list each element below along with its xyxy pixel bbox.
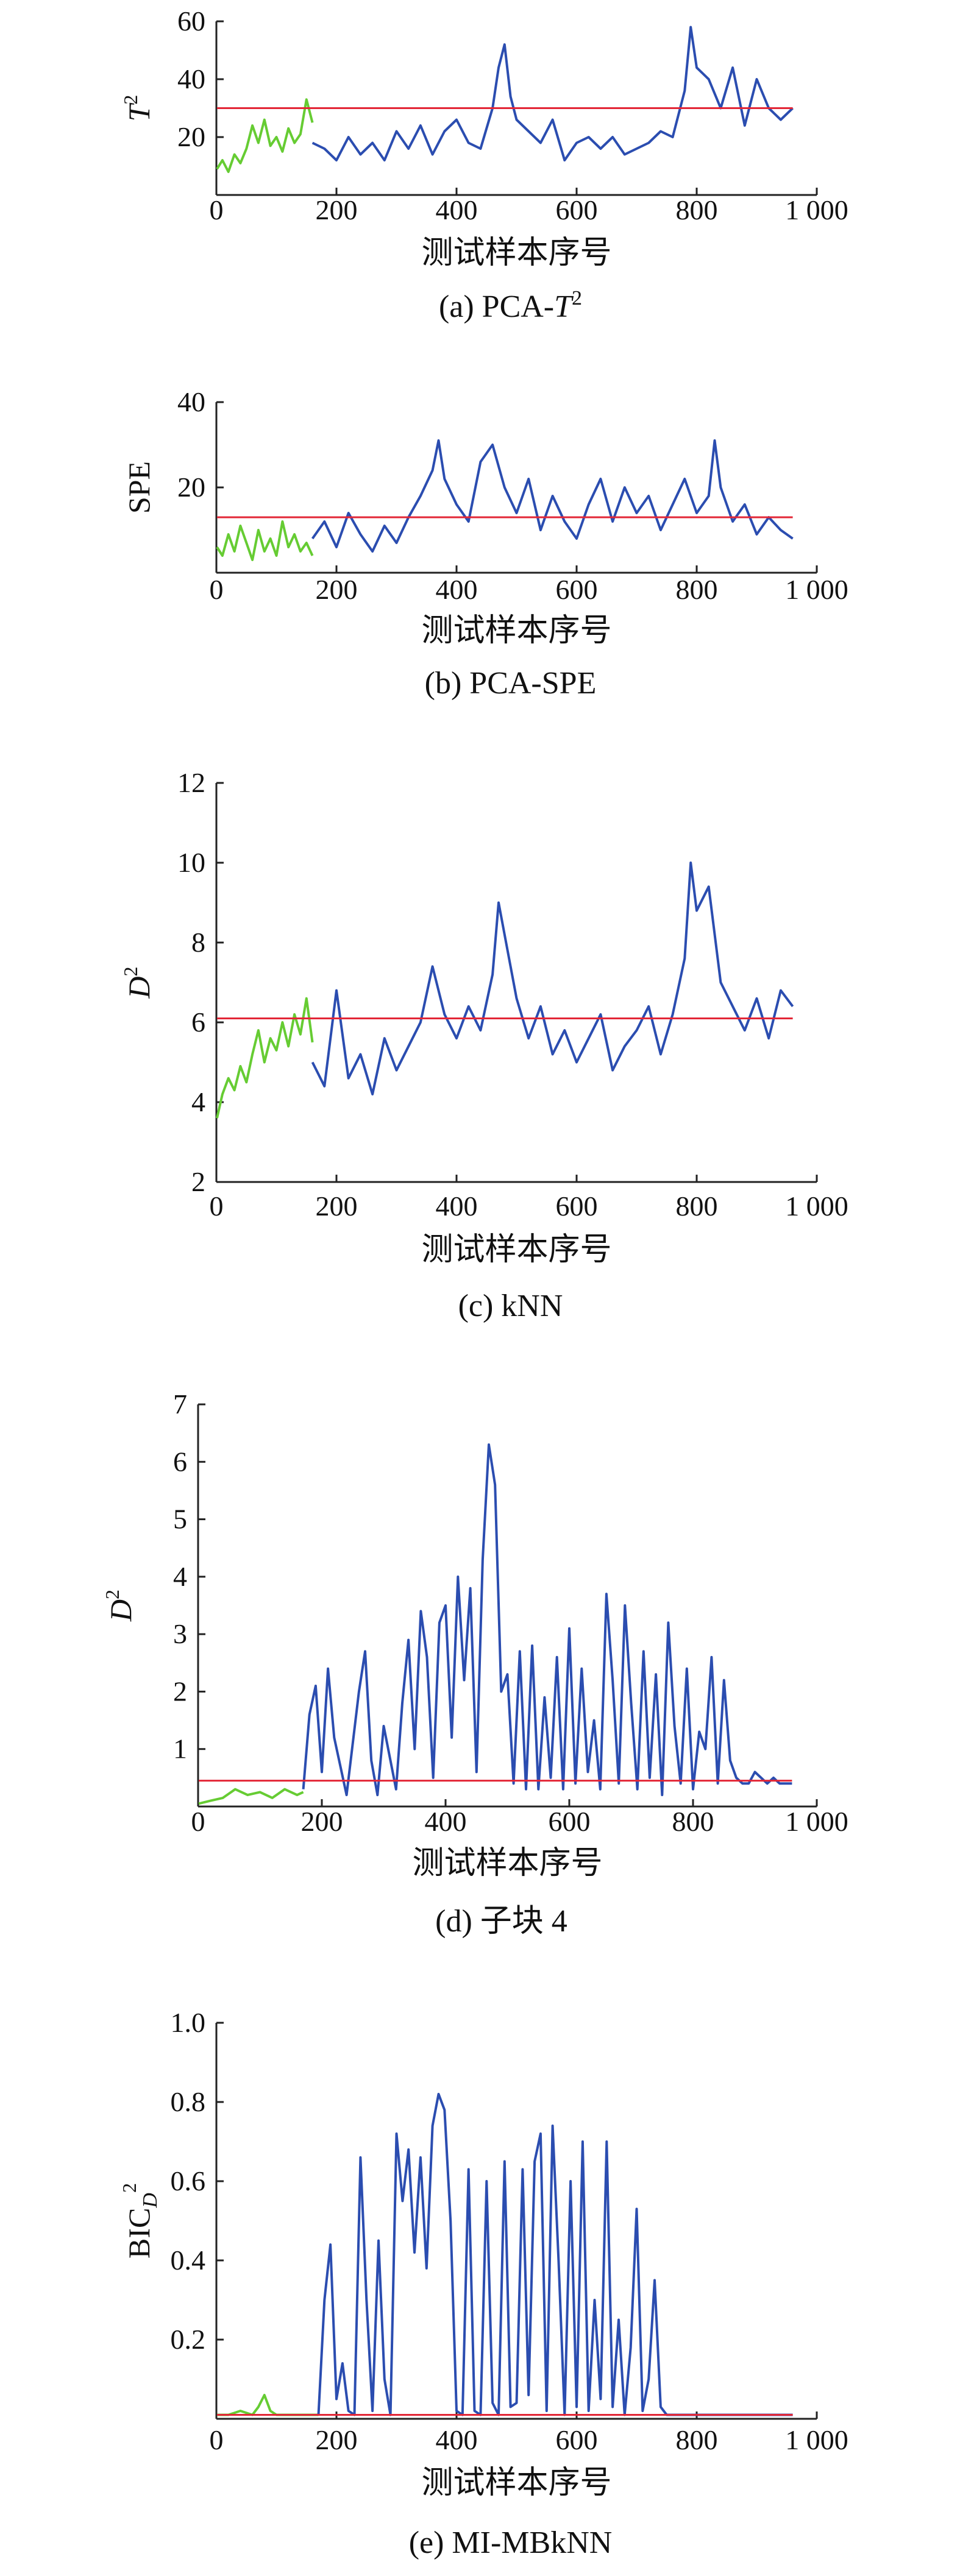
series-line-normal [216,997,314,1119]
y-tick-label: 0.2 [171,2324,206,2355]
y-tick-label: 7 [173,1389,187,1420]
y-tick-label: 4 [173,1561,187,1592]
x-axis-label: 测试样本序号 [421,614,611,648]
y-tick-label: 5 [173,1504,187,1535]
x-axis-label: 测试样本序号 [421,2466,611,2500]
x-tick-label: 600 [556,1191,598,1222]
y-tick-label: 6 [191,1007,205,1038]
y-tick-label: 0.8 [171,2086,206,2117]
x-axis-label: 测试样本序号 [421,236,611,271]
x-tick-label: 200 [316,2424,358,2455]
chart-panel-3: 0 200 400 600 800 1 000 2 4 6 8 10 12 D2 测试样本序号 (c) kN… [119,767,848,1323]
x-tick-label: 1 000 [785,2424,848,2455]
x-tick-label: 600 [556,2424,598,2455]
y-tick-label: 1 [173,1733,187,1764]
series-line-fault [311,862,794,1095]
y-tick-label: 20 [177,472,205,503]
x-tick-label: 0 [191,1806,205,1837]
x-axis-label: 测试样本序号 [412,1846,602,1881]
y-tick-label: 0.6 [171,2165,206,2196]
y-tick-label: 1.0 [171,2007,206,2038]
x-tick-label: 800 [672,1806,714,1837]
x-tick-label: 400 [436,574,478,605]
x-tick-label: 1 000 [785,194,848,225]
panel-caption: (e) MI-MBkNN [409,2525,613,2560]
series-line-normal [198,1788,304,1805]
y-tick-label: 40 [177,63,205,94]
x-tick-label: 1 000 [785,1806,848,1837]
x-tick-label: 1 000 [785,1191,848,1222]
y-tick-label: 0.4 [171,2245,206,2276]
x-axis-label: 测试样本序号 [421,1233,611,1267]
x-tick-label: 200 [316,1191,358,1222]
panel-caption: (c) kNN [458,1289,563,1323]
y-tick-label: 12 [177,767,205,798]
x-tick-label: 0 [210,194,224,225]
y-tick-label: 10 [177,847,205,878]
x-tick-label: 400 [425,1806,467,1837]
y-axis-label: D2 [101,1590,138,1622]
x-tick-label: 800 [676,194,718,225]
x-tick-label: 0 [210,1191,224,1222]
y-tick-label: 6 [173,1446,187,1477]
x-tick-label: 600 [556,574,598,605]
series-line-fault [311,26,794,161]
y-tick-label: 2 [191,1166,205,1197]
chart-panel-4: 0 200 400 600 800 1 000 1 2 3 4 5 6 7 D2 测试样本序号 (d) 子块 … [101,1389,848,1939]
series-line-normal [217,2394,319,2416]
x-tick-label: 400 [436,1191,478,1222]
x-tick-label: 800 [676,2424,718,2455]
series-line-fault [317,2093,793,2416]
x-tick-label: 600 [549,1806,591,1837]
y-tick-label: 2 [173,1675,187,1707]
panel-caption: (a) PCA-T2 [439,287,582,324]
panel-caption: (d) 子块 4 [435,1904,567,1939]
y-tick-label: 8 [191,927,205,958]
x-tick-label: 400 [436,194,478,225]
x-tick-label: 1 000 [785,574,848,605]
x-tick-label: 200 [316,574,358,605]
x-tick-label: 600 [556,194,598,225]
series-line-normal [216,98,314,173]
y-axis-label: D2 [119,966,156,999]
y-tick-label: 20 [177,121,205,152]
series-line-normal [216,520,314,561]
y-axis-label: T2 [119,95,156,122]
x-tick-label: 800 [676,574,718,605]
y-tick-label: 40 [177,386,205,417]
x-tick-label: 200 [316,194,358,225]
y-tick-label: 3 [173,1618,187,1649]
chart-panel-1: 0 200 400 600 800 1 000 20 40 60 T2 测试样本序号 (a) PCA-… [119,5,848,324]
panel-caption: (b) PCA-SPE [425,666,597,701]
x-tick-label: 800 [676,1191,718,1222]
series-line-fault [311,439,794,553]
chart-panel-2: 0 200 400 600 800 1 000 20 40 SPE 测试样本序号 (b) PCA-S… [122,386,848,701]
x-tick-label: 400 [436,2424,478,2455]
y-axis-label: BICD2 [118,2183,162,2259]
chart-panel-5: 0 200 400 600 800 1 000 0.2 0.4 0.6 0.8 1.0 BICD2 测试… [118,2007,848,2560]
y-tick-label: 4 [191,1086,205,1117]
y-axis-label: SPE [122,461,156,514]
x-tick-label: 0 [210,574,224,605]
y-tick-label: 60 [177,5,205,37]
x-tick-label: 0 [210,2424,224,2455]
series-line-fault [302,1443,792,1797]
x-tick-label: 200 [301,1806,343,1837]
